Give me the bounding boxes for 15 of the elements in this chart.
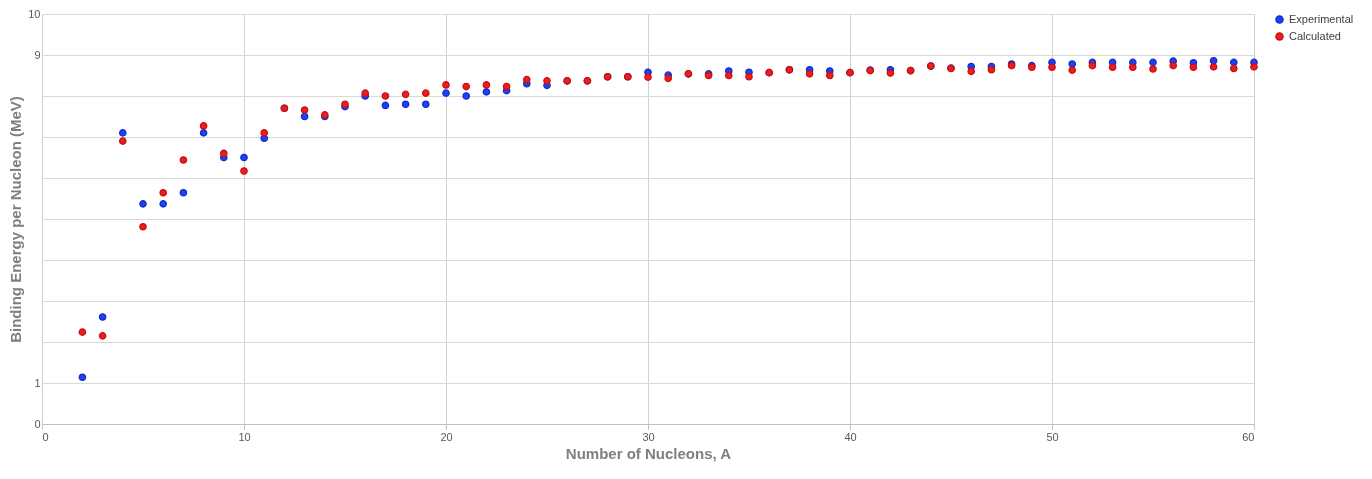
x-tick-label: 20 xyxy=(440,430,453,443)
x-tick-label: 0 xyxy=(42,430,49,443)
y-axis-title: Binding Energy per Nucleon (MeV) xyxy=(7,96,25,343)
y-tick-label: 10 xyxy=(28,7,41,20)
x-tick-label: 60 xyxy=(1242,430,1255,443)
x-tick-label: 50 xyxy=(1046,430,1059,443)
x-tick-label: 10 xyxy=(238,430,251,443)
legend-label: Experimental xyxy=(1289,12,1354,25)
y-tick-label: 9 xyxy=(34,48,41,61)
x-tick-label: 30 xyxy=(642,430,655,443)
legend-label: Calculated xyxy=(1289,29,1341,42)
x-axis-title: Number of Nucleons, A xyxy=(565,444,732,462)
y-tick-label: 1 xyxy=(34,376,41,389)
x-tick-label: 40 xyxy=(844,430,857,443)
y-tick-label: 0 xyxy=(34,417,41,430)
